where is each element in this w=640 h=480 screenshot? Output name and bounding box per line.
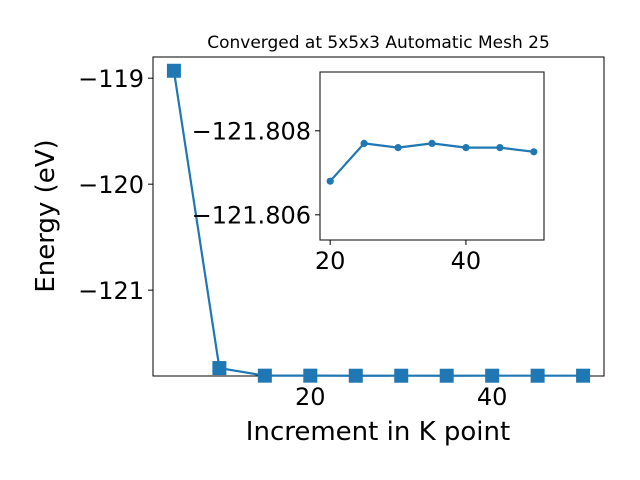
chart-title: Converged at 5x5x3 Automatic Mesh 25 [207,33,550,53]
main-data-point [439,368,454,383]
inset-plot-area: 20 40 −121.808 −121.806 [192,71,545,275]
inset-data-point [326,177,334,185]
main-x-tick-label: 20 [295,383,326,411]
main-data-point [348,368,363,383]
main-data-point [257,368,272,383]
main-data-point [530,368,545,383]
main-y-tick-label: −121 [78,277,144,305]
inset-x-tick-label: 20 [315,247,346,275]
main-y-tick-label: −120 [78,171,144,199]
inset-y-tick-label: −121.806 [192,201,311,229]
main-y-tick-label: −119 [78,65,144,93]
inset-data-point [428,139,436,147]
inset-data-point [530,148,538,156]
main-series-line [172,70,584,377]
main-data-point [303,368,318,383]
main-data-point [576,368,591,383]
x-axis-label: Increment in K point [246,417,510,447]
main-x-tick-label: 40 [477,383,508,411]
inset-data-point [360,139,368,147]
inset-y-tick-label: −121.808 [192,117,311,145]
inset-data-point [462,144,470,152]
main-data-point [485,368,500,383]
main-data-point [394,368,409,383]
inset-frame [319,71,545,241]
main-data-point [166,63,181,78]
main-data-point [212,361,227,376]
inset-data-point [394,144,402,152]
y-axis-label: Energy (eV) [31,139,61,292]
inset-x-tick-label: 40 [451,247,482,275]
inset-data-point [496,144,504,152]
